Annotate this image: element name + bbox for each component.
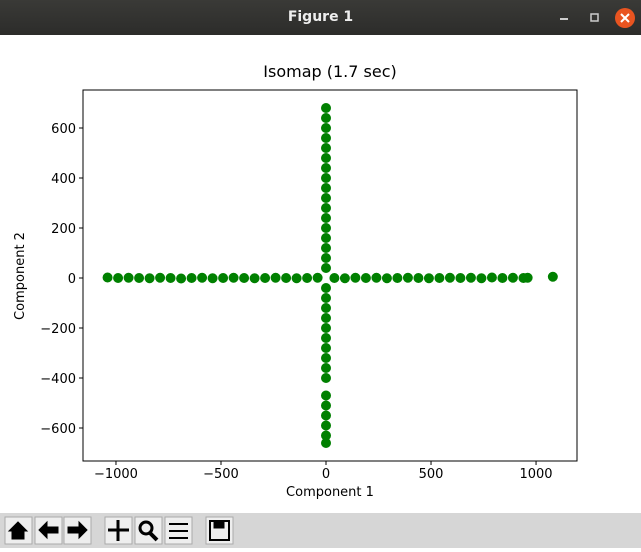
point <box>321 173 332 183</box>
point <box>321 353 332 363</box>
point <box>350 272 361 283</box>
point <box>249 273 260 284</box>
point <box>507 272 518 283</box>
point <box>207 273 218 284</box>
y-axis-label: Component 2 <box>13 232 28 320</box>
y-tick-label: 600 <box>51 122 76 137</box>
point <box>134 273 145 283</box>
point <box>476 273 487 284</box>
point <box>321 223 332 233</box>
point <box>329 273 340 283</box>
x-tick-label: −1000 <box>94 467 138 482</box>
point <box>228 272 239 283</box>
point <box>321 333 332 343</box>
point <box>381 273 392 284</box>
point <box>144 273 155 284</box>
point <box>497 273 508 283</box>
point <box>321 213 332 223</box>
point <box>321 133 332 143</box>
point <box>186 273 197 283</box>
x-tick-label: 0 <box>322 467 330 482</box>
point <box>321 263 332 273</box>
y-tick-label: −400 <box>40 372 76 387</box>
point <box>360 273 371 283</box>
point <box>434 273 445 283</box>
title-bar: Figure 1 <box>0 0 641 35</box>
toolbar <box>0 513 641 548</box>
point <box>321 400 332 411</box>
point <box>321 438 332 448</box>
point <box>218 273 229 283</box>
point <box>321 193 332 203</box>
point <box>455 273 466 283</box>
x-tick-label: 500 <box>419 467 444 482</box>
point <box>113 273 124 283</box>
point <box>486 272 497 283</box>
point <box>321 153 332 163</box>
point <box>321 253 332 263</box>
point <box>321 410 332 421</box>
point <box>321 303 332 313</box>
point <box>321 373 332 383</box>
y-tick-label: −200 <box>40 322 76 337</box>
point <box>321 203 332 213</box>
x-tick-label: −500 <box>203 467 239 482</box>
point <box>321 183 332 193</box>
x-axis-label: Component 1 <box>286 485 374 500</box>
point <box>281 273 292 283</box>
point <box>321 313 332 323</box>
point <box>465 272 476 283</box>
point <box>321 103 332 113</box>
point <box>392 273 403 283</box>
point <box>371 272 382 283</box>
maximize-button[interactable] <box>590 13 599 22</box>
window-controls <box>560 8 635 28</box>
point <box>321 163 332 173</box>
point <box>239 273 250 283</box>
point <box>321 363 332 373</box>
point <box>102 272 113 283</box>
plot-frame <box>82 89 578 462</box>
chart-title: Isomap (1.7 sec) <box>263 62 396 81</box>
point <box>321 113 332 123</box>
toolbar-icons <box>4 516 234 545</box>
point <box>444 272 455 283</box>
x-tick-label: 1000 <box>519 467 552 482</box>
point <box>260 273 271 283</box>
point <box>321 283 332 293</box>
point <box>302 273 313 283</box>
point <box>423 273 434 284</box>
point <box>339 273 350 284</box>
point <box>321 293 332 303</box>
point <box>321 243 332 253</box>
point <box>321 390 332 401</box>
point <box>312 272 323 283</box>
point <box>155 272 166 283</box>
point <box>123 272 134 283</box>
y-tick-label: −600 <box>40 422 76 437</box>
point <box>321 430 332 441</box>
point <box>522 272 533 283</box>
point <box>321 123 332 133</box>
point <box>321 143 332 153</box>
point <box>165 273 176 283</box>
point <box>321 233 332 243</box>
y-tick-label: 400 <box>51 172 76 187</box>
y-tick-label: 0 <box>68 272 76 287</box>
point <box>321 420 332 431</box>
point <box>547 271 558 282</box>
point <box>291 273 302 284</box>
point <box>176 273 187 284</box>
chart: Isomap (1.7 sec) Component 1 Component 2… <box>13 62 578 500</box>
point <box>321 323 332 333</box>
point <box>270 272 281 283</box>
y-tick-label: 200 <box>51 222 76 237</box>
point <box>413 273 424 283</box>
point <box>321 343 332 353</box>
window-title: Figure 1 <box>287 9 354 25</box>
point <box>402 272 413 283</box>
point <box>197 272 208 283</box>
